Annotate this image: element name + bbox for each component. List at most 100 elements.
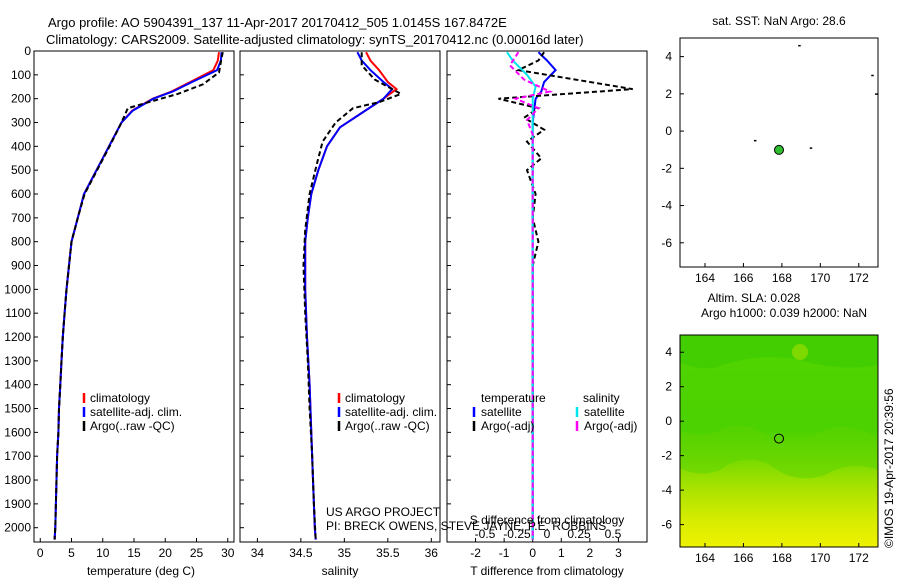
- imos-stamp: ©IMOS 19-Apr-2017 20:39:56: [882, 388, 896, 548]
- x-tick-label: 10: [96, 546, 110, 560]
- sla-map-title2: Argo h1000: 0.039 h2000: NaN: [701, 306, 867, 320]
- map-speck: [809, 147, 813, 149]
- s-tick-label: 0: [544, 527, 551, 541]
- map-x-tick-label: 168: [772, 551, 792, 565]
- x-tick-label: 25: [190, 546, 204, 560]
- y-tick-label: 1900: [4, 497, 31, 511]
- y-tick-label: 0: [24, 44, 31, 58]
- salinity-xlabel: salinity: [322, 564, 359, 578]
- y-tick-label: 800: [11, 235, 31, 249]
- y-tick-label: 1700: [4, 449, 31, 463]
- legend-label: satellite: [584, 405, 625, 419]
- legend-label: satellite: [481, 405, 522, 419]
- map-speck: [871, 74, 874, 77]
- temperature-frame: [33, 50, 235, 543]
- map-y-tick-label: 4: [665, 50, 672, 64]
- x-tick-label: 35.5: [376, 546, 400, 560]
- map-x-tick-label: 166: [733, 551, 753, 565]
- header-line2: Climatology: CARS2009. Satellite-adjuste…: [46, 32, 584, 47]
- x-tick-label: 36: [425, 546, 439, 560]
- y-tick-label: 600: [11, 187, 31, 201]
- map-y-tick-label: -2: [661, 161, 672, 175]
- difference-xlabel: T difference from climatology: [470, 564, 624, 578]
- temperature-panel: 0 5 10 15 20 25 300100200300400500600700800900…: [4, 44, 234, 578]
- y-tick-label: 1400: [4, 378, 31, 392]
- series-satellite-adj-clim--line: [53, 52, 223, 540]
- x-tick-label: 0: [529, 546, 536, 560]
- s-tick-label: 0.5: [605, 527, 622, 541]
- map-speck: [875, 93, 878, 95]
- map-x-tick-label: 164: [695, 271, 715, 285]
- difference-frame: [446, 50, 648, 543]
- sst-map-panel: sat. SST: NaN Argo: 28.6 164 166 168 170 172…: [661, 14, 879, 285]
- map-y-tick-label: -6: [661, 236, 672, 250]
- sla-map-title1: Altim. SLA: 0.028: [708, 291, 801, 305]
- y-tick-label: 100: [11, 68, 31, 82]
- map-speck: [753, 139, 757, 142]
- credit-text: US ARGO PROJECT PI: BRECK OWENS, STEVE J…: [326, 505, 606, 533]
- series-argo-raw-qc--line: [53, 51, 224, 540]
- map-x-tick-label: 172: [849, 551, 869, 565]
- map-y-tick-label: -4: [661, 199, 672, 213]
- s-tick-label: 0.25: [567, 527, 591, 541]
- y-tick-label: 200: [11, 92, 31, 106]
- x-tick-label: 1: [558, 546, 565, 560]
- sst-map-title: sat. SST: NaN Argo: 28.6: [712, 14, 846, 28]
- argo-float-marker: [774, 144, 784, 155]
- map-y-tick-label: 2: [665, 87, 672, 101]
- legend-label: Argo(-adj): [481, 419, 534, 433]
- x-tick-label: 35: [338, 546, 352, 560]
- s-difference-label: S difference from climatology: [470, 513, 625, 527]
- legend-label: climatology: [90, 391, 150, 405]
- map-speck: [798, 44, 801, 47]
- x-tick-label: 2: [587, 546, 594, 560]
- y-tick-label: 900: [11, 259, 31, 273]
- map-y-tick-label: -4: [661, 483, 672, 497]
- map-y-tick-label: 4: [665, 345, 672, 359]
- y-tick-label: 1000: [4, 282, 31, 296]
- x-tick-label: 15: [127, 546, 141, 560]
- legend-label: Argo(..raw -QC): [90, 419, 175, 433]
- sla-field: [680, 335, 878, 547]
- y-tick-label: 400: [11, 139, 31, 153]
- legend-header-salinity: salinity: [583, 391, 620, 405]
- credit-line2: PI: BRECK OWENS, STEVE JAYNE, P.E. ROBBI…: [326, 519, 606, 533]
- s-tick-label: -0.25: [503, 527, 531, 541]
- difference-panel: -2 -1 0 1 2 3-0.5 -0.25 0 0.25 0.5 temperature sal…: [446, 50, 648, 578]
- x-tick-label: 0: [37, 546, 44, 560]
- legend-label: Argo(-adj): [584, 419, 637, 433]
- y-tick-label: 500: [11, 163, 31, 177]
- x-tick-label: 34: [251, 546, 265, 560]
- map-x-tick-label: 168: [772, 271, 792, 285]
- y-tick-label: 1500: [4, 402, 31, 416]
- map-y-tick-label: 2: [665, 380, 672, 394]
- y-tick-label: 300: [11, 116, 31, 130]
- map-x-tick-label: 172: [849, 271, 869, 285]
- legend-label: climatology: [345, 391, 405, 405]
- map-x-tick-label: 170: [810, 551, 830, 565]
- credit-line1: US ARGO PROJECT: [326, 505, 441, 519]
- map-x-tick-label: 170: [810, 271, 830, 285]
- legend-label: satellite-adj. clim.: [345, 405, 437, 419]
- y-tick-label: 1600: [4, 425, 31, 439]
- map-y-tick-label: -2: [661, 449, 672, 463]
- x-tick-label: -2: [470, 546, 481, 560]
- x-tick-label: 34.5: [289, 546, 313, 560]
- y-tick-label: 1300: [4, 354, 31, 368]
- series-argo-adj--line: [508, 51, 554, 540]
- argo-float-marker: [774, 433, 784, 444]
- map-x-tick-label: 166: [733, 271, 753, 285]
- y-tick-label: 1200: [4, 330, 31, 344]
- sla-blotch-upper: [680, 335, 878, 369]
- y-tick-label: 2000: [4, 521, 31, 535]
- map-y-tick-label: 0: [665, 414, 672, 428]
- x-tick-label: 20: [159, 546, 173, 560]
- series-satellite-adj-clim--line: [304, 51, 394, 540]
- series-satellite-line: [506, 51, 537, 540]
- temperature-xlabel: temperature (deg C): [87, 564, 195, 578]
- series-climatology-line: [53, 52, 220, 540]
- sla-map-panel: Altim. SLA: 0.028 Argo h1000: 0.039 h200…: [661, 291, 879, 565]
- y-tick-label: 700: [11, 211, 31, 225]
- y-tick-label: 1800: [4, 473, 31, 487]
